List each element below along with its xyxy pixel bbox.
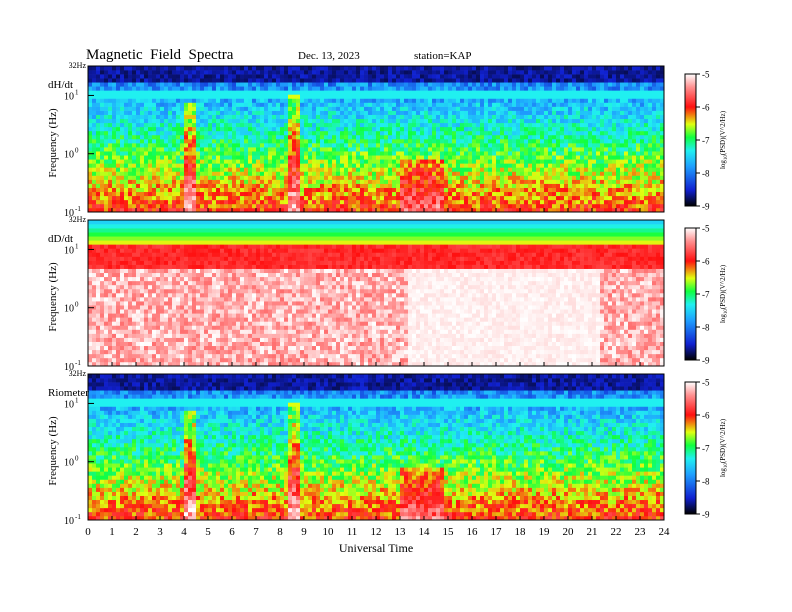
colorbar-tick-label: -8 [702,323,710,333]
colorbar-label: log10(PSD)(V^2/Hz) [719,110,729,169]
y-tick-label: 10 [64,91,74,102]
spectrogram-image [88,66,665,213]
y-tick-label: 10 [64,399,74,410]
x-tick-label: 4 [181,526,187,538]
x-axis-label: Universal Time [339,541,413,555]
y-tick-exponent: 1 [75,396,79,404]
y-axis-label: Frequency (Hz) [47,108,59,178]
figure-title: Magnetic Field Spectra [86,47,234,63]
y-tick-exponent: -1 [75,513,81,521]
y-tick-label: 10 [64,245,74,256]
y-tick-exponent: 0 [75,455,79,463]
panel-label: Riometer [48,387,89,399]
y-top-label: 32Hz [69,369,87,378]
x-tick-label: 22 [611,526,622,538]
colorbar [684,381,697,515]
colorbar-label: log10(PSD)(V^2/Hz) [719,264,729,323]
y-tick-exponent: 0 [75,301,79,309]
x-tick-label: 2 [133,526,139,538]
x-tick-label: 0 [85,526,91,538]
colorbar-tick-label: -9 [702,202,710,212]
x-tick-label: 8 [277,526,283,538]
x-tick-label: 7 [253,526,259,538]
colorbar-tick-label: -7 [702,136,710,146]
y-tick-exponent: 1 [75,88,79,96]
x-tick-label: 17 [491,526,503,538]
station-label: station=KAP [414,50,472,62]
x-tick-label: 16 [467,526,479,538]
colorbar [684,227,697,361]
colorbar-tick-label: -6 [702,103,710,113]
spectrogram-image [88,220,665,367]
y-axis-label: Frequency (Hz) [47,416,59,486]
x-tick-label: 21 [587,526,598,538]
y-tick-label: 10 [64,458,74,469]
x-tick-label: 12 [371,526,382,538]
colorbar-tick-label: -7 [702,290,710,300]
colorbar [684,73,697,207]
x-tick-label: 1 [109,526,115,538]
colorbar-tick-label: -8 [702,477,710,487]
x-tick-label: 18 [515,526,527,538]
y-tick-label: 10 [64,516,74,527]
x-tick-label: 6 [229,526,235,538]
x-tick-label: 23 [635,526,647,538]
panel-label: dH/dt [48,79,73,91]
y-top-label: 32Hz [69,215,87,224]
y-tick-exponent: -1 [75,205,81,213]
colorbar-tick-label: -6 [702,411,710,421]
y-tick-label: 10 [64,304,74,315]
x-tick-label: 19 [539,526,551,538]
x-tick-label: 10 [323,526,335,538]
colorbar-tick-label: -8 [702,169,710,179]
x-tick-label: 24 [659,526,671,538]
y-top-label: 32Hz [69,61,87,70]
x-tick-label: 15 [443,526,455,538]
x-tick-label: 14 [419,526,431,538]
colorbar-tick-label: -7 [702,444,710,454]
y-tick-exponent: 0 [75,147,79,155]
x-tick-label: 20 [563,526,575,538]
colorbar-label: log10(PSD)(V^2/Hz) [719,418,729,477]
x-axis: 0 1 2 3 4 5 6 7 8 9 10 11 12 13 14 15 16 17 18 19 20 21 22 23 24… [85,526,670,555]
y-axis-label: Frequency (Hz) [47,262,59,332]
y-tick-label: 10 [64,362,74,373]
panel-label: dD/dt [48,233,73,245]
colorbar-tick-label: -5 [702,224,710,234]
colorbar-tick-label: -5 [702,70,710,80]
colorbar-tick-label: -9 [702,510,710,520]
y-tick-exponent: -1 [75,359,81,367]
x-tick-label: 9 [301,526,307,538]
x-tick-label: 5 [205,526,211,538]
y-tick-label: 10 [64,150,74,161]
y-tick-label: 10 [64,208,74,219]
colorbar-tick-label: -6 [702,257,710,267]
spectrogram-image [88,374,665,521]
x-tick-label: 11 [347,526,358,538]
colorbar-tick-label: -9 [702,356,710,366]
x-tick-label: 3 [157,526,163,538]
figure-date: Dec. 13, 2023 [298,50,360,62]
y-tick-exponent: 1 [75,242,79,250]
colorbar-tick-label: -5 [702,378,710,388]
x-tick-label: 13 [395,526,407,538]
